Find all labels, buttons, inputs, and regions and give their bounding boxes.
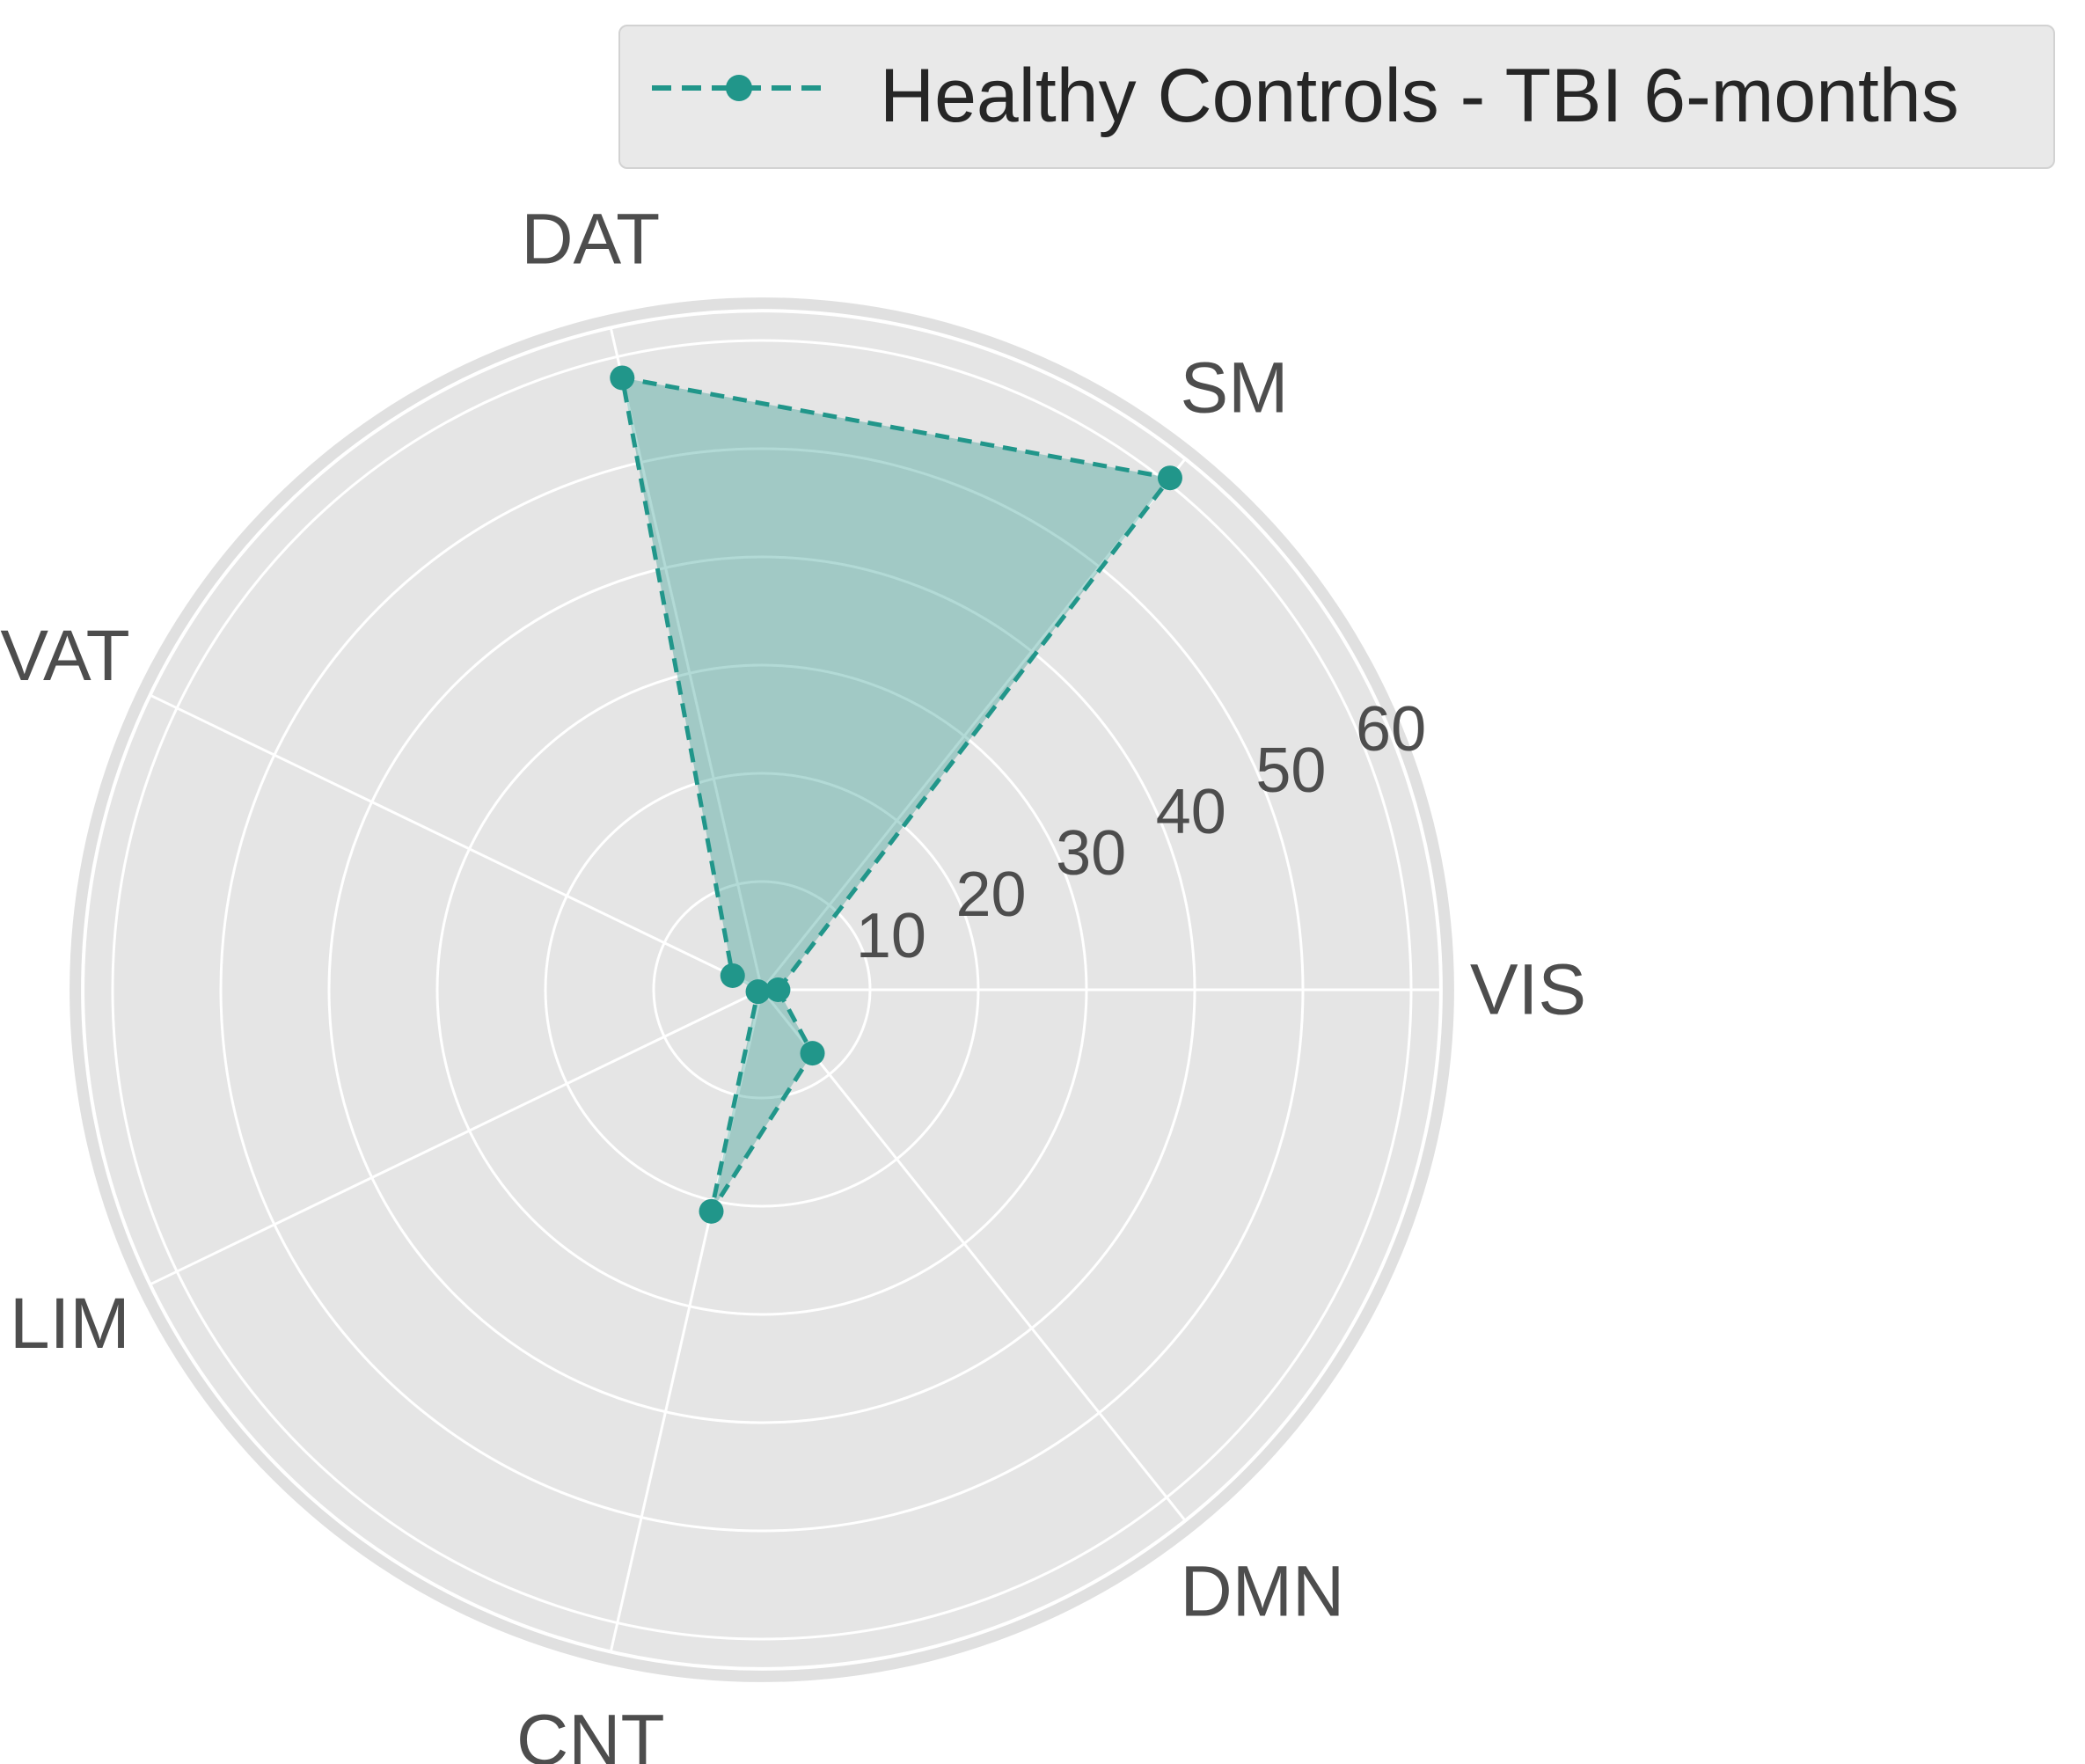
spoke-lim <box>149 988 763 1286</box>
spoke-dat <box>609 327 764 991</box>
legend-marker-icon <box>652 75 826 101</box>
radial-tick-20: 20 <box>955 860 1026 930</box>
category-label-sm: SM <box>1180 348 1288 428</box>
data-point-cnt <box>699 1198 724 1224</box>
category-label-lim: LIM <box>10 1284 130 1364</box>
spoke-vat <box>149 693 763 992</box>
radial-tick-40: 40 <box>1156 777 1226 847</box>
data-point-sm <box>1157 465 1182 491</box>
category-label-vat: VAT <box>0 616 129 696</box>
legend <box>618 25 2055 169</box>
category-labels: VIS SM DAT VAT LIM CNT DMN <box>0 200 1586 1764</box>
data-point-dmn <box>800 1041 825 1066</box>
radial-tick-labels: 10 20 30 40 50 60 <box>856 694 1426 971</box>
category-label-vis: VIS <box>1470 950 1586 1030</box>
spoke-dmn <box>760 989 1187 1522</box>
legend-label: Healthy Controls - TBI 6-months <box>880 54 1959 138</box>
series-layer <box>610 365 1182 1224</box>
data-point-lim <box>745 979 771 1005</box>
category-label-dat: DAT <box>521 200 660 280</box>
radial-tick-60: 60 <box>1356 694 1426 765</box>
data-point-vis <box>765 977 791 1002</box>
polar-grid <box>81 309 1443 1671</box>
category-label-cnt: CNT <box>516 1700 665 1764</box>
radial-tick-10: 10 <box>856 901 926 971</box>
radial-tick-50: 50 <box>1255 736 1326 806</box>
data-point-vat <box>720 963 745 988</box>
radial-tick-30: 30 <box>1056 818 1126 889</box>
data-point-dat <box>610 365 635 391</box>
category-label-dmn: DMN <box>1180 1552 1344 1632</box>
series-line <box>619 376 1173 1214</box>
